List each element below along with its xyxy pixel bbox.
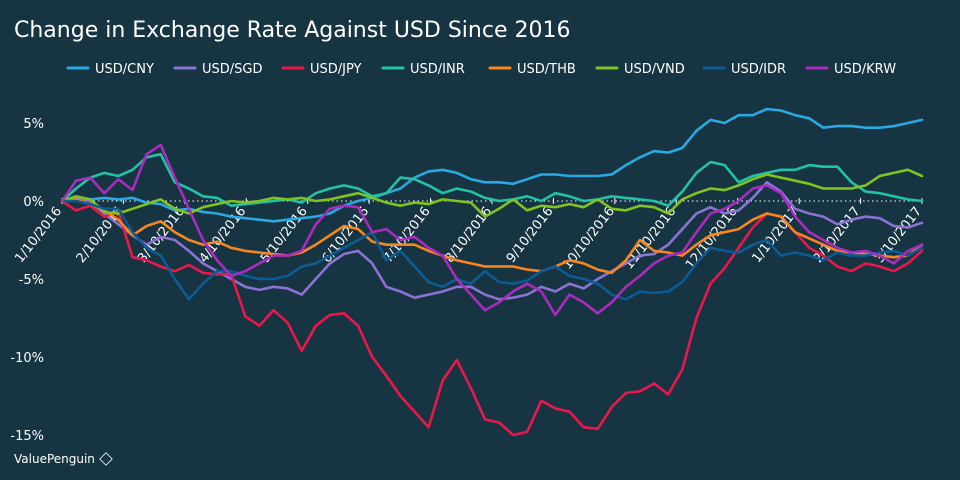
series-line xyxy=(60,152,924,207)
y-tick-label: -5% xyxy=(19,273,44,288)
legend-label: USD/THB xyxy=(517,62,576,77)
y-tick-label: 5% xyxy=(23,117,44,132)
legend-label: USD/VND xyxy=(624,62,685,77)
series-lines xyxy=(60,107,924,437)
series-line xyxy=(60,143,924,317)
y-tick-label: -15% xyxy=(10,429,44,444)
series-line xyxy=(60,181,924,301)
x-tick-label: 9/10/2016 xyxy=(504,204,557,266)
y-tick-label: 0% xyxy=(23,195,44,210)
brand-logo-icon xyxy=(99,452,113,466)
brand: ValuePenguin xyxy=(14,452,113,466)
legend-label: USD/JPY xyxy=(310,62,362,77)
y-tick-label: -10% xyxy=(10,351,44,366)
series-line xyxy=(60,168,924,218)
y-axis: 5% 0% -5% -10% -15% xyxy=(10,117,44,444)
legend-label: USD/KRW xyxy=(834,62,896,77)
x-tick-label: 1/10/2016 xyxy=(12,204,65,266)
series-line xyxy=(60,199,924,301)
chart-title: Change in Exchange Rate Against USD Sinc… xyxy=(14,18,571,43)
brand-name: ValuePenguin xyxy=(14,452,95,466)
series-line xyxy=(60,107,924,223)
legend-label: USD/SGD xyxy=(202,62,263,77)
x-tick-label: 10/10/2016 xyxy=(560,204,618,272)
legend: USD/CNY USD/SGD USD/JPY USD/INR USD/THB USD/V… xyxy=(66,62,896,77)
series-line xyxy=(60,199,924,437)
legend-label: USD/CNY xyxy=(95,62,154,77)
legend-label: USD/IDR xyxy=(731,62,786,77)
legend-label: USD/INR xyxy=(410,62,465,77)
